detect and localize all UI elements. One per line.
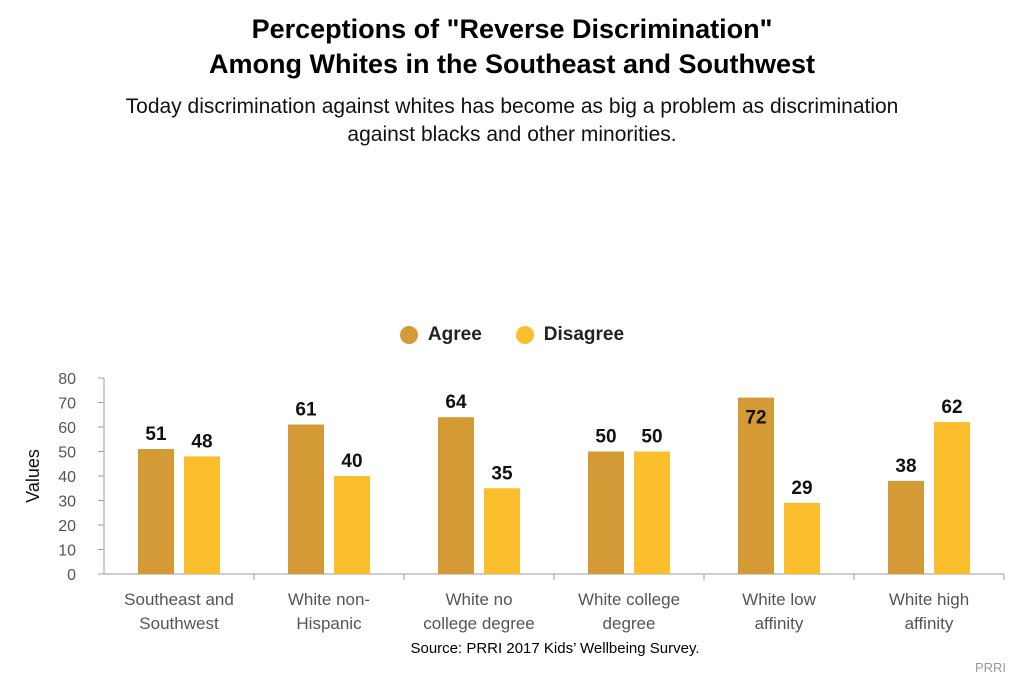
x-tick-label: affinity xyxy=(905,614,954,633)
x-tick-label: Southeast and xyxy=(124,590,234,609)
x-tick-label: White college xyxy=(578,590,680,609)
x-tick-label: White high xyxy=(889,590,969,609)
data-label-disagree-1: 40 xyxy=(341,451,362,472)
bar-disagree-1 xyxy=(334,476,370,574)
y-tick-label: 80 xyxy=(58,371,76,388)
bar-agree-5 xyxy=(888,480,924,574)
chart-title: Perceptions of "Reverse Discrimination" … xyxy=(0,12,1024,82)
bar-agree-3 xyxy=(588,451,624,574)
bar-disagree-5 xyxy=(934,422,970,574)
y-tick-label: 10 xyxy=(58,543,76,560)
data-label-agree-5: 38 xyxy=(895,456,916,477)
bar-disagree-0 xyxy=(184,456,220,574)
chart-legend: Agree Disagree xyxy=(0,324,1024,346)
bar-disagree-3 xyxy=(634,451,670,574)
data-label-disagree-2: 35 xyxy=(491,463,513,484)
bar-disagree-4 xyxy=(784,502,820,574)
y-tick-label: 30 xyxy=(58,494,76,511)
x-tick-label: Hispanic xyxy=(296,614,362,633)
bar-disagree-2 xyxy=(484,488,520,574)
data-label-disagree-4: 29 xyxy=(791,478,812,499)
data-label-agree-4: 72 xyxy=(745,408,766,429)
bar-agree-1 xyxy=(288,424,324,574)
x-tick-label: college degree xyxy=(423,614,535,633)
y-tick-label: 70 xyxy=(58,396,76,413)
y-tick-label: 20 xyxy=(58,518,76,535)
legend-swatch-disagree xyxy=(515,326,534,344)
legend-item-disagree: Disagree xyxy=(515,324,625,346)
x-tick-label: Southwest xyxy=(139,614,219,633)
bar-agree-0 xyxy=(138,449,174,574)
chart-subtitle: Today discrimination against whites has … xyxy=(0,93,1024,149)
source-note: Source: PRRI 2017 Kids’ Wellbeing Survey… xyxy=(410,640,700,657)
x-tick-label: White non- xyxy=(288,590,370,609)
y-tick-label: 60 xyxy=(58,420,76,437)
data-label-agree-3: 50 xyxy=(595,427,616,448)
legend-label-disagree: Disagree xyxy=(543,324,625,345)
data-label-disagree-3: 50 xyxy=(641,427,662,448)
x-tick-label: degree xyxy=(603,614,656,633)
data-label-agree-0: 51 xyxy=(145,424,167,445)
chart-subtitle-line-2: against blacks and other minorities. xyxy=(347,123,677,146)
data-label-agree-2: 64 xyxy=(445,392,467,413)
data-label-agree-1: 61 xyxy=(295,400,317,421)
legend-label-agree: Agree xyxy=(427,324,482,345)
y-axis-label: Values xyxy=(23,449,43,503)
y-tick-label: 0 xyxy=(67,567,76,584)
x-tick-label: White low xyxy=(742,590,816,609)
legend-swatch-agree xyxy=(399,326,418,344)
chart-title-line-2: Among Whites in the Southeast and Southw… xyxy=(208,49,815,79)
bar-agree-2 xyxy=(438,417,474,574)
data-label-disagree-0: 48 xyxy=(191,431,212,452)
legend-item-agree: Agree xyxy=(399,324,482,346)
brand-mark: PRRI xyxy=(974,660,1006,675)
bar-agree-4 xyxy=(738,397,774,574)
x-tick-label: affinity xyxy=(755,614,804,633)
x-tick-label: White no xyxy=(445,590,512,609)
data-label-disagree-5: 62 xyxy=(941,397,962,418)
y-tick-label: 40 xyxy=(58,469,76,486)
chart-title-line-1: Perceptions of "Reverse Discrimination" xyxy=(251,14,773,44)
y-tick-label: 50 xyxy=(58,445,76,462)
chart-subtitle-line-1: Today discrimination against whites has … xyxy=(125,95,899,118)
